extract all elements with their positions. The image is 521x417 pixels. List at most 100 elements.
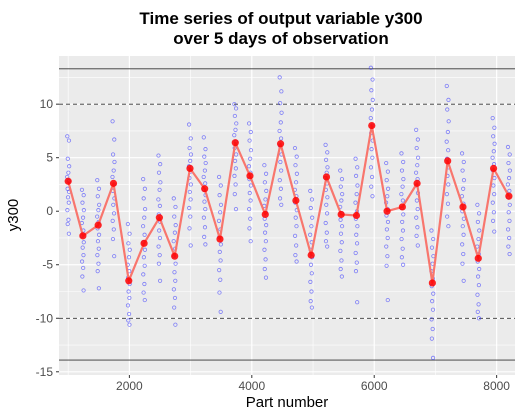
raw-point — [79, 187, 85, 192]
raw-point — [112, 159, 117, 165]
raw-point — [369, 174, 375, 180]
mean-point — [459, 203, 467, 211]
raw-point — [81, 208, 86, 213]
raw-point — [126, 318, 131, 323]
mean-line — [67, 124, 510, 285]
raw-point — [202, 154, 207, 159]
raw-point — [492, 125, 497, 130]
raw-point — [142, 247, 148, 252]
raw-point — [247, 206, 252, 212]
raw-point — [460, 242, 465, 247]
x-tick-label: 2000 — [116, 379, 143, 393]
raw-point — [126, 241, 131, 246]
raw-point — [476, 316, 482, 321]
raw-point — [430, 326, 435, 332]
raw-point — [507, 168, 512, 173]
raw-point — [385, 186, 391, 191]
raw-point — [431, 236, 436, 242]
raw-point — [294, 154, 299, 159]
raw-point — [339, 240, 344, 245]
raw-point — [353, 250, 358, 256]
raw-point — [127, 231, 132, 236]
raw-point — [232, 173, 237, 178]
raw-point — [110, 236, 116, 242]
raw-point — [111, 168, 116, 173]
raw-point — [141, 196, 146, 201]
raw-point — [446, 224, 451, 229]
raw-point — [340, 191, 345, 197]
raw-point — [233, 106, 239, 111]
raw-point — [156, 261, 161, 266]
raw-point — [309, 224, 314, 229]
raw-point — [111, 227, 116, 232]
mean-point — [307, 251, 315, 259]
raw-point — [460, 224, 465, 229]
mean-point — [125, 277, 133, 285]
raw-point — [505, 144, 511, 150]
raw-point — [142, 281, 147, 287]
raw-point — [81, 265, 86, 271]
raw-point — [414, 215, 419, 220]
raw-point — [354, 232, 359, 237]
raw-point — [461, 232, 466, 237]
raw-point — [218, 183, 223, 188]
mean-point — [383, 207, 391, 215]
mean-point — [201, 185, 209, 193]
raw-point — [445, 201, 451, 206]
raw-point — [369, 184, 374, 189]
raw-point — [308, 232, 313, 237]
raw-point — [218, 210, 223, 215]
mean-point — [140, 239, 148, 247]
raw-point — [217, 267, 222, 273]
raw-point — [505, 227, 511, 232]
raw-point — [460, 261, 465, 266]
raw-point — [294, 243, 299, 248]
raw-point — [186, 122, 192, 127]
mean-point — [398, 203, 406, 211]
y-tick-label: 10 — [40, 97, 54, 111]
raw-point — [369, 147, 374, 152]
y-tick-label: 0 — [46, 204, 53, 218]
raw-point — [414, 198, 419, 203]
raw-point — [385, 219, 391, 225]
raw-point — [127, 295, 132, 301]
raw-point — [490, 155, 495, 160]
raw-point — [232, 113, 237, 119]
raw-point — [323, 239, 329, 244]
raw-point — [127, 322, 132, 327]
raw-point — [399, 191, 404, 197]
raw-point — [415, 206, 420, 212]
raw-point — [65, 134, 70, 139]
y-tick-label: -15 — [36, 365, 54, 379]
raw-point — [400, 262, 406, 267]
chart-title: Time series of output variable y300 — [139, 9, 422, 28]
raw-point — [338, 248, 343, 253]
raw-point — [415, 225, 420, 230]
raw-point — [506, 160, 511, 166]
raw-point — [461, 178, 467, 183]
raw-point — [126, 289, 131, 294]
raw-point — [400, 228, 406, 233]
raw-point — [263, 275, 269, 280]
raw-point — [264, 188, 269, 193]
raw-point — [187, 189, 192, 195]
raw-point — [232, 102, 237, 107]
raw-point — [188, 136, 193, 141]
raw-point — [309, 271, 314, 276]
raw-point — [248, 239, 253, 244]
raw-point — [79, 259, 85, 264]
raw-point — [385, 254, 390, 259]
raw-point — [324, 211, 330, 216]
raw-point — [477, 266, 482, 272]
raw-point — [141, 290, 146, 295]
raw-point — [233, 127, 238, 132]
raw-point — [263, 257, 268, 262]
raw-point — [218, 242, 223, 247]
raw-point — [325, 195, 330, 200]
raw-point — [248, 156, 253, 161]
raw-point — [277, 178, 282, 183]
raw-point — [324, 202, 329, 207]
raw-point — [414, 127, 419, 132]
raw-point — [384, 178, 389, 183]
raw-point — [476, 282, 481, 288]
